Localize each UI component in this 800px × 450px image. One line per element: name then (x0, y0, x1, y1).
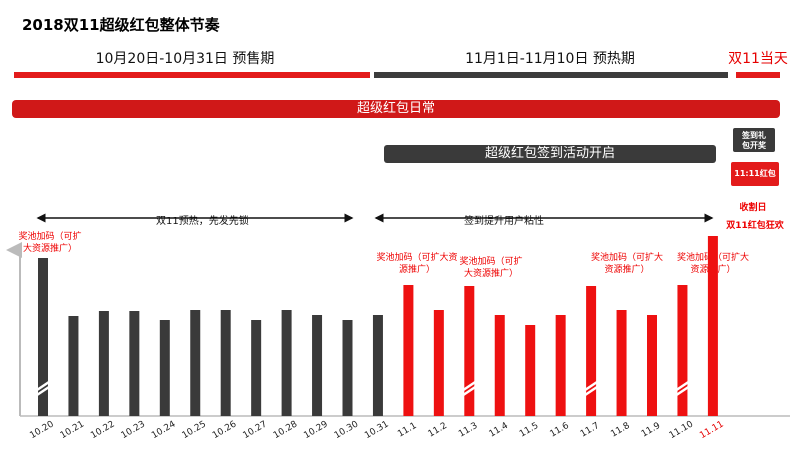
bar-11.5 (525, 325, 536, 416)
tick-label-11.4: 11.4 (488, 421, 511, 440)
tick-label-10.31: 10.31 (363, 419, 390, 441)
bar-10.26 (220, 310, 231, 416)
pool-boost-annotation-1020: 奖池加码（可扩大资源推广） (18, 232, 82, 254)
tick-label-10.24: 10.24 (150, 419, 178, 441)
axis-break-10.20 (36, 380, 50, 397)
checkin-activity-label: 超级红包签到活动开启 (484, 146, 615, 161)
axis-break-11.3 (462, 380, 476, 397)
bar-10.31 (372, 315, 383, 416)
tick-label-11.8: 11.8 (609, 421, 632, 440)
bar-10.23 (129, 311, 140, 416)
axis-break-11.7 (584, 380, 598, 397)
bar-10.24 (159, 320, 170, 416)
bar-10.22 (98, 311, 109, 416)
bar-11.7 (586, 286, 597, 416)
bar-10.28 (281, 310, 292, 416)
bar-10.21 (68, 316, 79, 416)
tick-label-11.7: 11.7 (579, 421, 601, 440)
phase-double11-label: 双11当天 (728, 51, 788, 67)
double11-carnival-label: 双11红包狂欢 (726, 221, 784, 231)
hongbao-1111-label: 11:11红包 (734, 169, 776, 178)
tick-label-10.27: 10.27 (241, 419, 268, 441)
bar-11.4 (494, 315, 505, 416)
phase-warmup-line (374, 72, 728, 78)
bar-10.25 (190, 310, 201, 416)
bar-10.29 (312, 315, 323, 416)
collect-day-label: 收割日 (739, 203, 767, 213)
pool-boost-annotation-1107: 奖池加码（可扩大资源推广） (590, 253, 663, 275)
bar-11.3 (464, 286, 475, 416)
tick-label-11.3: 11.3 (457, 421, 479, 440)
phase-warmup-label: 11月1日-11月10日 预热期 (465, 51, 635, 67)
tick-label-10.28: 10.28 (272, 419, 300, 441)
bar-11.10 (677, 285, 688, 416)
tick-label-10.20: 10.20 (28, 419, 56, 441)
tick-label-11.5: 11.5 (518, 421, 540, 440)
daily-hongbao-label: 超级红包日常 (356, 101, 435, 116)
tick-label-10.30: 10.30 (333, 419, 361, 441)
bar-11.11 (707, 236, 718, 416)
checkin-prize-box: 签到礼包开奖 (733, 128, 775, 152)
checkin-prize-label: 签到礼包开奖 (742, 131, 766, 150)
page-title: 2018双11超级红包整体节奏 (22, 16, 220, 34)
bar-11.8 (616, 310, 627, 416)
hongbao-1111-box: 11:11红包 (731, 162, 779, 186)
tick-label-11.9: 11.9 (640, 421, 663, 440)
tick-label-10.23: 10.23 (120, 419, 147, 441)
daily-hongbao-bar: 超级红包日常 (12, 100, 780, 118)
bars-group (36, 236, 718, 416)
bar-10.20 (38, 258, 48, 416)
pool-boost-annotation-1103: 奖池加码（可扩大资源推广） (459, 257, 523, 279)
bar-11.6 (555, 315, 566, 416)
bar-11.2 (433, 310, 444, 416)
tick-labels-group: 10.20 10.21 10.22 10.23 10.24 10.25 10.26 10.27… (28, 419, 725, 441)
axis-break-11.10 (675, 380, 690, 397)
tick-label-10.22: 10.22 (89, 419, 116, 441)
tick-label-11.1: 11.1 (396, 421, 418, 440)
phase-double11-line (736, 72, 780, 78)
bar-10.30 (342, 320, 353, 416)
tick-label-10.21: 10.21 (59, 419, 86, 441)
pool-boost-annotation-1101: 奖池加码（可扩大资源推广） (376, 253, 458, 275)
checkin-activity-bar: 超级红包签到活动开启 (384, 145, 716, 163)
bar-11.1 (403, 285, 414, 416)
phase-presale-label: 10月20日-10月31日 预售期 (95, 51, 275, 67)
tick-label-11.11: 11.11 (698, 419, 725, 441)
tick-label-11.6: 11.6 (548, 421, 571, 440)
bar-11.9 (647, 315, 657, 416)
tick-label-11.10: 11.10 (668, 419, 696, 441)
tick-label-10.26: 10.26 (211, 419, 239, 441)
phase-presale-line (14, 72, 370, 78)
tick-label-10.25: 10.25 (181, 419, 208, 441)
bar-10.27 (251, 320, 262, 416)
tick-label-10.29: 10.29 (302, 419, 330, 441)
tick-label-11.2: 11.2 (427, 421, 449, 440)
